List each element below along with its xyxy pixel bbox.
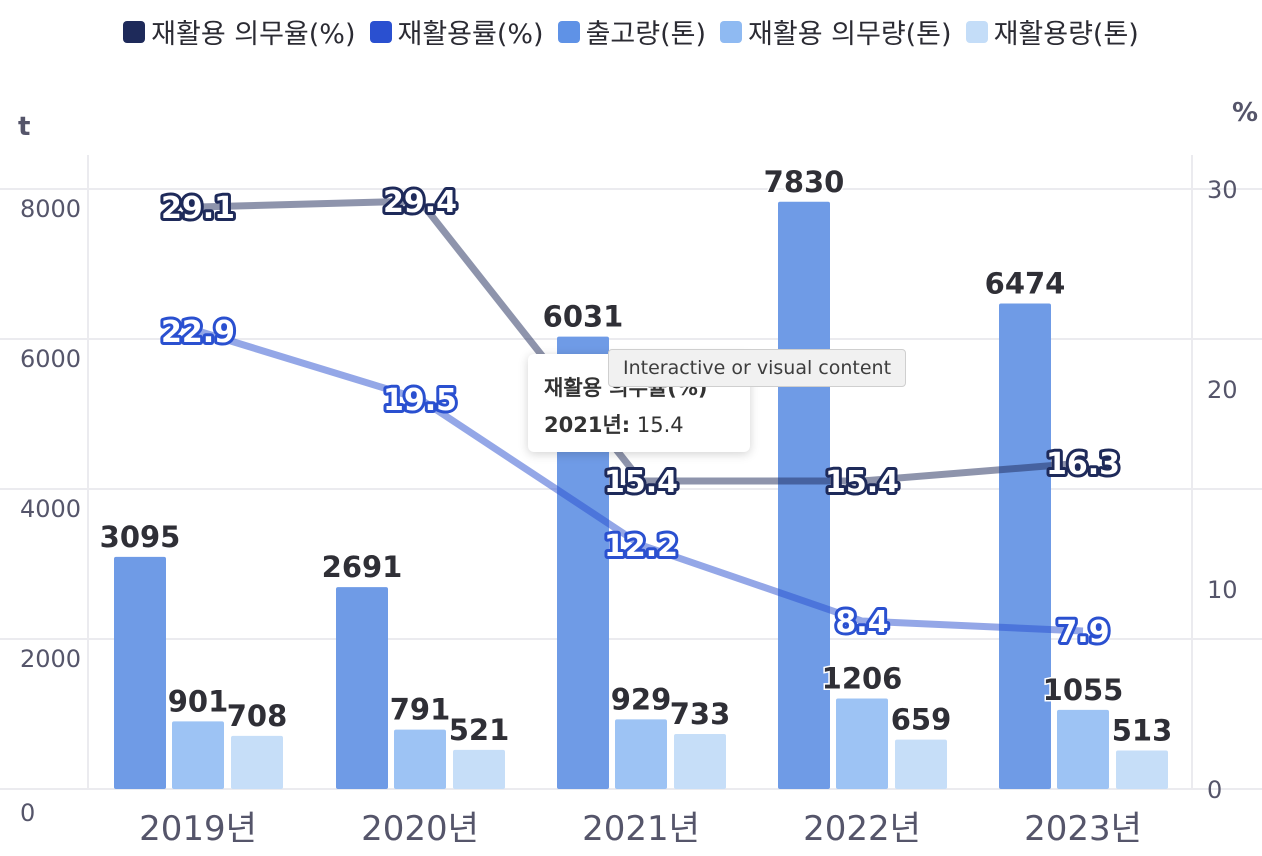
bar-value-label: 6474: [985, 266, 1066, 300]
legend-item-shipment[interactable]: 출고량(톤): [557, 12, 707, 51]
legend-label: 재활용 의무량(톤): [748, 19, 952, 50]
bar: [1057, 709, 1109, 789]
legend-swatch: [557, 20, 580, 43]
chart-legend: 재활용 의무율(%) 재활용률(%) 출고량(톤) 재활용 의무량(톤) 재활용…: [0, 12, 1262, 51]
legend-label: 재활용률(%): [397, 19, 544, 50]
line-value-label: 12.2: [604, 529, 678, 564]
series-line: [197, 197, 1084, 485]
right-axis-unit: %: [1232, 98, 1259, 128]
bar: [453, 749, 505, 789]
right-tick-label: 30: [1207, 176, 1238, 204]
bar-value-label: 7830: [764, 165, 845, 199]
bar: [778, 201, 830, 789]
x-tick-label: 2020년: [361, 809, 479, 849]
left-tick-label: 2000: [20, 645, 81, 673]
bar-value-label: 1206: [822, 662, 903, 696]
tooltip-year: 2021년:: [544, 413, 631, 437]
line-value-label: 8.4: [835, 605, 888, 640]
line-value-label: 22.9: [161, 315, 235, 350]
legend-label: 재활용 의무율(%): [151, 19, 356, 50]
right-tick-label: 0: [1207, 776, 1222, 804]
line-value-label: 15.4: [825, 465, 899, 500]
left-tick-label: 8000: [20, 195, 81, 223]
legend-swatch: [720, 20, 743, 43]
bar-value-label: 521: [449, 713, 510, 747]
bar: [615, 719, 667, 789]
x-tick-label: 2019년: [139, 809, 257, 849]
bar-value-label: 733: [670, 697, 731, 731]
line-value-label: 29.4: [383, 185, 457, 220]
bar: [999, 303, 1051, 789]
left-tick-label: 6000: [20, 345, 81, 373]
bar: [1116, 750, 1168, 789]
left-tick-label: 4000: [20, 495, 81, 523]
line-value-label: 7.9: [1056, 615, 1109, 650]
x-tick-label: 2021년: [582, 809, 700, 849]
bar-value-label: 2691: [322, 550, 403, 584]
legend-label: 재활용량(톤): [993, 19, 1139, 50]
bar: [231, 735, 283, 789]
bar: [895, 739, 947, 789]
legend-item-recycling-rate[interactable]: 재활용률(%): [369, 12, 544, 51]
bar-value-label: 659: [891, 703, 952, 737]
line-value-label: 19.5: [383, 383, 457, 418]
legend-swatch: [369, 20, 392, 43]
tooltip-row: 2021년: 15.4: [544, 409, 684, 439]
legend-label: 출고량(톤): [585, 19, 707, 50]
line-value-label: 29.1: [161, 191, 235, 226]
line-value-label: 15.4: [604, 465, 678, 500]
legend-swatch: [123, 20, 146, 43]
left-axis-unit: t: [18, 112, 31, 142]
bar-value-label: 1055: [1043, 673, 1124, 707]
bar: [394, 729, 446, 789]
bar-value-label: 513: [1112, 714, 1173, 748]
right-tick-label: 20: [1207, 376, 1238, 404]
bar-value-label: 929: [611, 682, 672, 716]
legend-item-recycled-amount[interactable]: 재활용량(톤): [965, 12, 1139, 51]
overlay-label: Interactive or visual content: [608, 349, 907, 387]
bar: [172, 721, 224, 789]
bar: [336, 587, 388, 789]
x-tick-label: 2023년: [1024, 809, 1142, 849]
left-tick-label: 0: [20, 799, 35, 827]
series-line: [196, 327, 1084, 635]
tooltip-value: 15.4: [636, 413, 684, 437]
bar-value-label: 3095: [100, 520, 181, 554]
legend-item-obligation-amount[interactable]: 재활용 의무량(톤): [720, 12, 952, 51]
legend-swatch: [965, 20, 988, 43]
bar: [836, 698, 888, 789]
bar-value-label: 791: [390, 693, 451, 727]
right-tick-label: 10: [1207, 576, 1238, 604]
line-value-label: 16.3: [1046, 447, 1120, 482]
bar-value-label: 901: [168, 684, 229, 718]
bar-value-label: 708: [227, 699, 288, 733]
x-tick-label: 2022년: [803, 809, 921, 849]
bar-value-label: 6031: [543, 300, 624, 334]
legend-item-obligation-rate[interactable]: 재활용 의무율(%): [123, 12, 356, 51]
bar: [114, 556, 166, 789]
bar: [674, 734, 726, 789]
